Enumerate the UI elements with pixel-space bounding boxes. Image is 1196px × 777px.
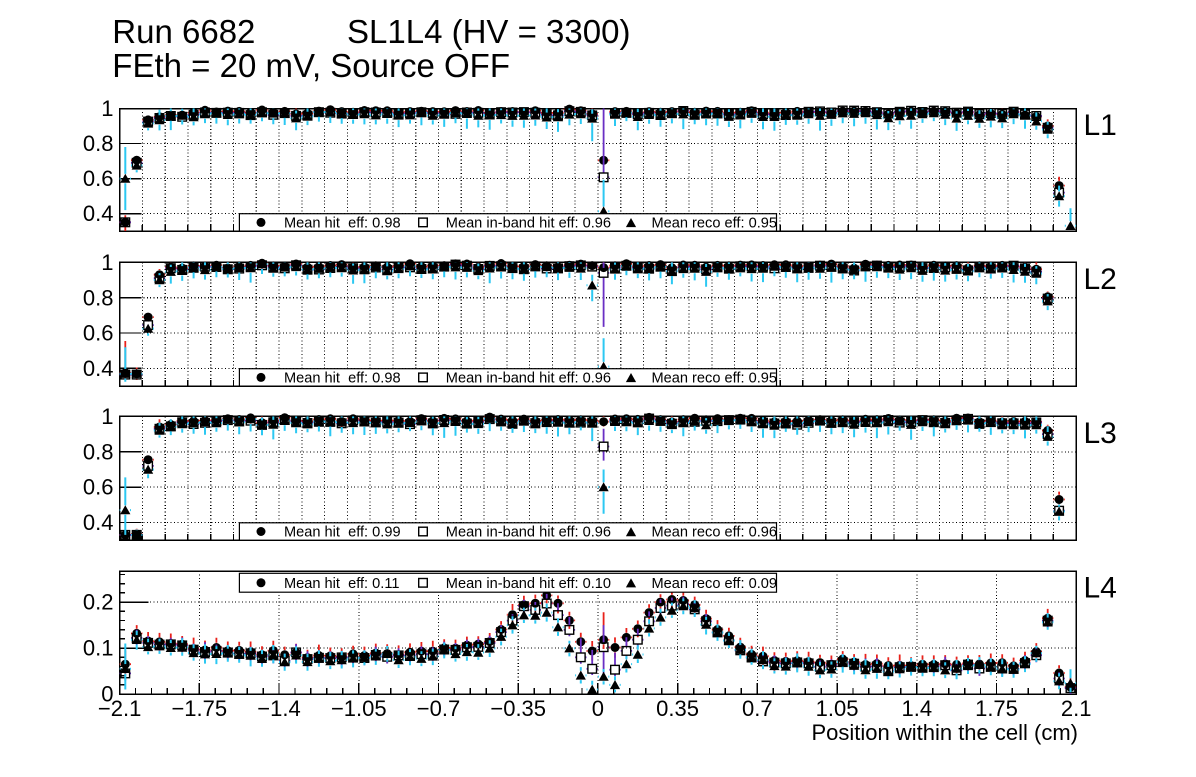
svg-text:−1.75: −1.75 xyxy=(171,696,227,721)
svg-text:0.1: 0.1 xyxy=(83,636,114,661)
svg-text:Mean hit eff: 0.99: Mean hit eff: 0.99 xyxy=(284,525,401,541)
svg-text:0.4: 0.4 xyxy=(83,356,114,381)
svg-text:1: 1 xyxy=(101,96,113,121)
svg-text:L1: L1 xyxy=(1084,109,1117,142)
svg-text:Mean in-band hit eff: 0.96: Mean in-band hit eff: 0.96 xyxy=(446,371,611,387)
svg-text:0.7: 0.7 xyxy=(742,696,773,721)
svg-text:Position within the cell (cm): Position within the cell (cm) xyxy=(811,720,1078,745)
svg-text:0.6: 0.6 xyxy=(83,321,114,346)
svg-text:0.8: 0.8 xyxy=(83,439,114,464)
svg-text:L4: L4 xyxy=(1084,572,1117,605)
svg-text:0.4: 0.4 xyxy=(83,510,114,535)
svg-text:0.8: 0.8 xyxy=(83,285,114,310)
svg-text:Mean in-band hit eff: 0.10: Mean in-band hit eff: 0.10 xyxy=(446,576,611,592)
svg-text:1: 1 xyxy=(101,250,113,275)
svg-text:Mean reco eff: 0.95: Mean reco eff: 0.95 xyxy=(652,216,777,232)
svg-text:Mean hit eff: 0.98: Mean hit eff: 0.98 xyxy=(284,371,401,387)
svg-text:0: 0 xyxy=(101,682,113,707)
svg-text:1.05: 1.05 xyxy=(816,696,859,721)
svg-text:Mean reco eff: 0.09: Mean reco eff: 0.09 xyxy=(652,576,777,592)
svg-text:−1.4: −1.4 xyxy=(257,696,300,721)
svg-text:Mean hit eff: 0.98: Mean hit eff: 0.98 xyxy=(284,216,401,232)
svg-text:−0.35: −0.35 xyxy=(490,696,546,721)
svg-text:0.6: 0.6 xyxy=(83,166,114,191)
svg-text:Mean hit eff: 0.11: Mean hit eff: 0.11 xyxy=(284,576,399,592)
svg-text:−1.05: −1.05 xyxy=(331,696,387,721)
svg-text:0.6: 0.6 xyxy=(83,475,114,500)
svg-text:Mean reco eff: 0.95: Mean reco eff: 0.95 xyxy=(652,371,777,387)
svg-text:SL1L4 (HV = 3300): SL1L4 (HV = 3300) xyxy=(347,13,630,50)
svg-text:L2: L2 xyxy=(1084,263,1117,296)
svg-text:1.75: 1.75 xyxy=(975,696,1018,721)
svg-text:0.2: 0.2 xyxy=(83,590,114,615)
svg-text:Mean reco eff: 0.96: Mean reco eff: 0.96 xyxy=(652,525,777,541)
svg-text:Mean in-band hit eff: 0.96: Mean in-band hit eff: 0.96 xyxy=(446,525,611,541)
svg-text:FEth = 20 mV, Source OFF: FEth = 20 mV, Source OFF xyxy=(112,47,510,84)
svg-text:2.1: 2.1 xyxy=(1061,696,1092,721)
svg-text:L3: L3 xyxy=(1084,417,1117,450)
svg-text:0: 0 xyxy=(592,696,604,721)
svg-text:Mean in-band hit eff: 0.96: Mean in-band hit eff: 0.96 xyxy=(446,216,611,232)
svg-text:−0.7: −0.7 xyxy=(417,696,460,721)
svg-text:1: 1 xyxy=(101,404,113,429)
svg-text:Run 6682: Run 6682 xyxy=(112,13,255,50)
svg-text:1.4: 1.4 xyxy=(902,696,933,721)
svg-text:−2.1: −2.1 xyxy=(98,696,141,721)
svg-text:0.8: 0.8 xyxy=(83,131,114,156)
svg-text:0.35: 0.35 xyxy=(656,696,699,721)
svg-text:0.4: 0.4 xyxy=(83,201,114,226)
